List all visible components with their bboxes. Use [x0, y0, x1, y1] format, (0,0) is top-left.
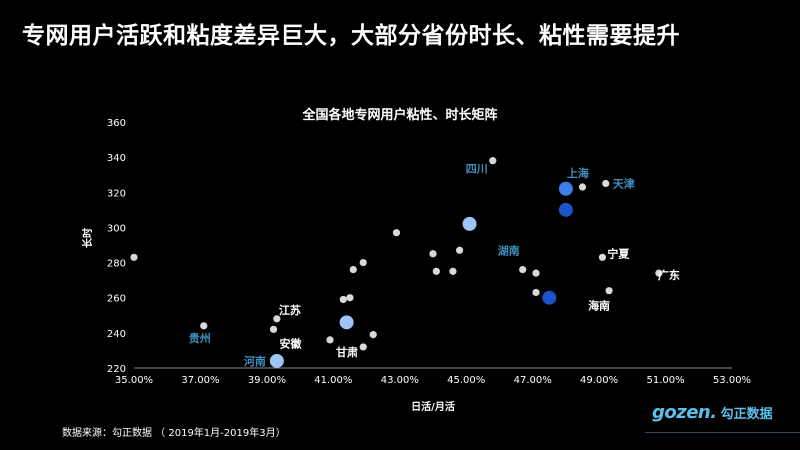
scatter-point — [369, 331, 377, 339]
scatter-point — [429, 250, 437, 258]
y-tick-label: 260 — [107, 294, 126, 305]
point-label: 四川 — [466, 163, 488, 176]
y-tick-label: 300 — [107, 223, 126, 234]
y-tick-label: 340 — [107, 153, 126, 164]
point-label: 贵州 — [189, 331, 211, 345]
x-tick-label: 49.00% — [580, 375, 618, 386]
scatter-point — [432, 267, 440, 275]
scatter-point — [532, 288, 540, 297]
scatter-point — [602, 179, 610, 188]
x-tick-label: 39.00% — [248, 375, 286, 386]
data-source-note: 数据来源：勾正数据 （ 2019年1月-2019年3月） — [62, 428, 286, 439]
chart-tick-labels: 35.00% 37.00% 39.00% 41.00% 43.00% 45.00% 47.0… — [107, 118, 751, 386]
logo-name: 勾正数据 — [720, 407, 773, 422]
scatter-point — [449, 267, 457, 275]
scatter-point — [489, 157, 497, 165]
point-label: 天津 — [613, 177, 635, 191]
y-tick-label: 320 — [107, 188, 126, 199]
x-tick-label: 37.00% — [181, 375, 219, 386]
scatter-point — [578, 183, 587, 191]
scatter-point — [339, 315, 354, 330]
scatter-point — [346, 294, 354, 302]
scatter-point — [392, 229, 401, 237]
scatter-point — [542, 290, 557, 305]
x-tick-label: 45.00% — [447, 375, 485, 386]
brand-logo: gozen. 勾正数据 — [652, 402, 773, 423]
scatter-point — [598, 253, 607, 261]
point-label: 上海 — [567, 166, 589, 180]
point-label: 宁夏 — [607, 246, 630, 260]
y-tick-label: 280 — [107, 259, 126, 270]
scatter-point — [558, 202, 573, 217]
scatter-point — [605, 287, 613, 295]
scatter-point — [200, 322, 208, 330]
point-label: 江苏 — [279, 303, 301, 317]
scatter-point — [269, 325, 278, 333]
x-tick-label: 47.00% — [514, 375, 552, 386]
logo-mark: gozen. — [652, 402, 717, 423]
y-tick-label: 220 — [107, 364, 126, 375]
y-tick-label: 360 — [107, 118, 126, 129]
scatter-point — [269, 353, 284, 368]
point-label: 甘肃 — [336, 345, 358, 359]
x-tick-label: 35.00% — [115, 375, 153, 386]
x-tick-label: 51.00% — [646, 375, 684, 386]
chart-title: 全国各地专网用户粘性、时长矩阵 — [302, 108, 498, 123]
point-label: 湖南 — [498, 244, 520, 258]
scatter-point — [349, 266, 357, 274]
scatter-point — [339, 295, 347, 304]
point-label: 海南 — [588, 299, 610, 313]
y-tick-label: 240 — [107, 329, 126, 340]
chart-points — [130, 157, 663, 368]
x-tick-label: 53.00% — [713, 375, 751, 386]
page-headline: 专网用户活跃和粘度差异巨大，大部分省份时长、粘性需要提升 — [22, 23, 680, 49]
scatter-point — [462, 216, 477, 231]
point-label: 广东 — [658, 268, 680, 282]
scatter-point — [326, 336, 334, 344]
scatter-point — [655, 269, 663, 277]
point-label: 河南 — [244, 354, 266, 368]
scatter-point — [532, 269, 540, 277]
x-tick-label: 43.00% — [381, 375, 419, 386]
x-tick-label: 41.00% — [314, 375, 352, 386]
scatter-point — [359, 258, 367, 267]
scatter-point — [359, 343, 367, 351]
y-axis-label: 长时 — [81, 228, 94, 248]
decorative-divider — [645, 432, 800, 433]
point-label: 安徽 — [280, 336, 303, 350]
scatter-point — [455, 246, 464, 254]
x-axis-label: 日活/月活 — [411, 400, 455, 413]
scatter-point — [273, 315, 281, 323]
scatter-point — [519, 266, 527, 274]
scatter-point — [130, 253, 138, 261]
scatter-point — [558, 181, 573, 196]
